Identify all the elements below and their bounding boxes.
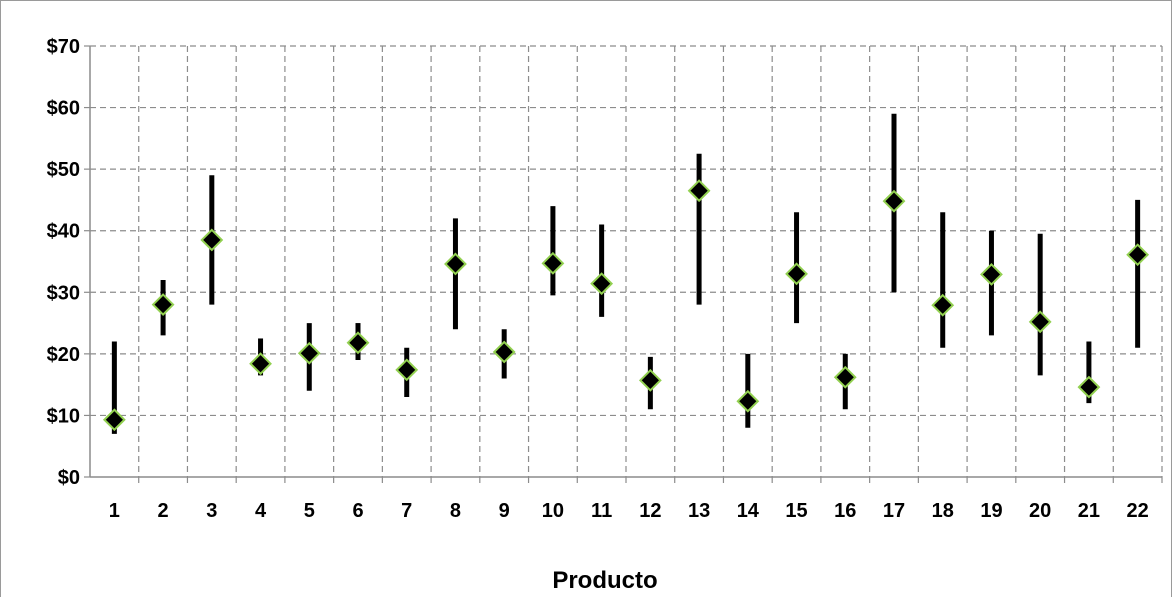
price-point-marker xyxy=(151,293,175,317)
price-point-marker xyxy=(200,228,224,252)
axis-layer xyxy=(84,45,1163,483)
x-tick-label: 20 xyxy=(1029,500,1051,522)
price-point-marker xyxy=(1077,375,1101,399)
price-point-marker xyxy=(638,368,662,392)
y-tick-label: $10 xyxy=(47,405,80,427)
price-point-marker xyxy=(297,341,321,365)
x-tick-label: 7 xyxy=(401,500,412,522)
x-tick-label: 11 xyxy=(591,500,612,522)
price-point-marker xyxy=(687,179,711,203)
x-tick-label: 4 xyxy=(255,500,267,522)
x-tick-label: 1 xyxy=(109,500,120,522)
price-point-marker xyxy=(541,251,565,275)
price-point-marker xyxy=(1028,310,1052,334)
x-tick-label: 5 xyxy=(304,500,315,522)
price-point-marker xyxy=(736,389,760,413)
price-point-marker xyxy=(395,358,419,382)
x-tick-label: 8 xyxy=(450,500,461,522)
price-point-marker xyxy=(444,252,467,276)
grid-layer xyxy=(90,45,1163,477)
y-tick-label: $40 xyxy=(47,221,80,243)
x-tick-label: 14 xyxy=(737,500,760,522)
x-tick-label: 21 xyxy=(1078,500,1100,522)
price-point-marker xyxy=(1126,243,1150,267)
y-tick-label: $0 xyxy=(58,467,80,489)
y-tick-label: $20 xyxy=(47,344,80,366)
price-point-marker xyxy=(833,365,857,389)
x-axis-title: Producto xyxy=(552,567,657,594)
y-tick-label: $70 xyxy=(47,36,80,58)
x-tick-label: 6 xyxy=(352,500,363,522)
price-point-marker xyxy=(492,340,516,364)
x-tick-label: 16 xyxy=(834,500,856,522)
x-tick-label: 19 xyxy=(980,500,1002,522)
price-point-marker xyxy=(882,189,906,213)
x-tick-label: 15 xyxy=(785,500,807,522)
price-points xyxy=(102,179,1150,432)
x-tick-label: 12 xyxy=(639,500,661,522)
x-tick-label: 10 xyxy=(542,500,564,522)
price-point-marker xyxy=(346,331,370,355)
price-point-marker xyxy=(785,262,808,286)
x-tick-label: 18 xyxy=(932,500,954,522)
y-axis-tick-labels: $0 $10 $20 $30 $40 $50 $60 $70 xyxy=(47,36,80,489)
x-tick-label: 17 xyxy=(883,500,905,522)
price-point-marker xyxy=(590,272,614,296)
x-tick-label: 9 xyxy=(499,500,510,522)
price-point-marker xyxy=(931,293,955,317)
x-tick-label: 13 xyxy=(688,500,710,522)
price-point-marker xyxy=(980,263,1003,286)
y-tick-label: $60 xyxy=(47,98,80,120)
y-tick-label: $30 xyxy=(47,282,80,304)
x-axis-tick-labels: 1 2 3 4 5 6 7 8 9 10 11 12 13 14 15 16 17 18 19 20 21 22 xyxy=(109,500,1149,522)
price-point-marker xyxy=(249,352,272,376)
x-tick-label: 3 xyxy=(206,500,217,522)
y-tick-label: $50 xyxy=(47,159,80,181)
price-point-marker xyxy=(102,408,126,432)
x-tick-label: 22 xyxy=(1127,500,1149,522)
x-tick-label: 2 xyxy=(158,500,169,522)
